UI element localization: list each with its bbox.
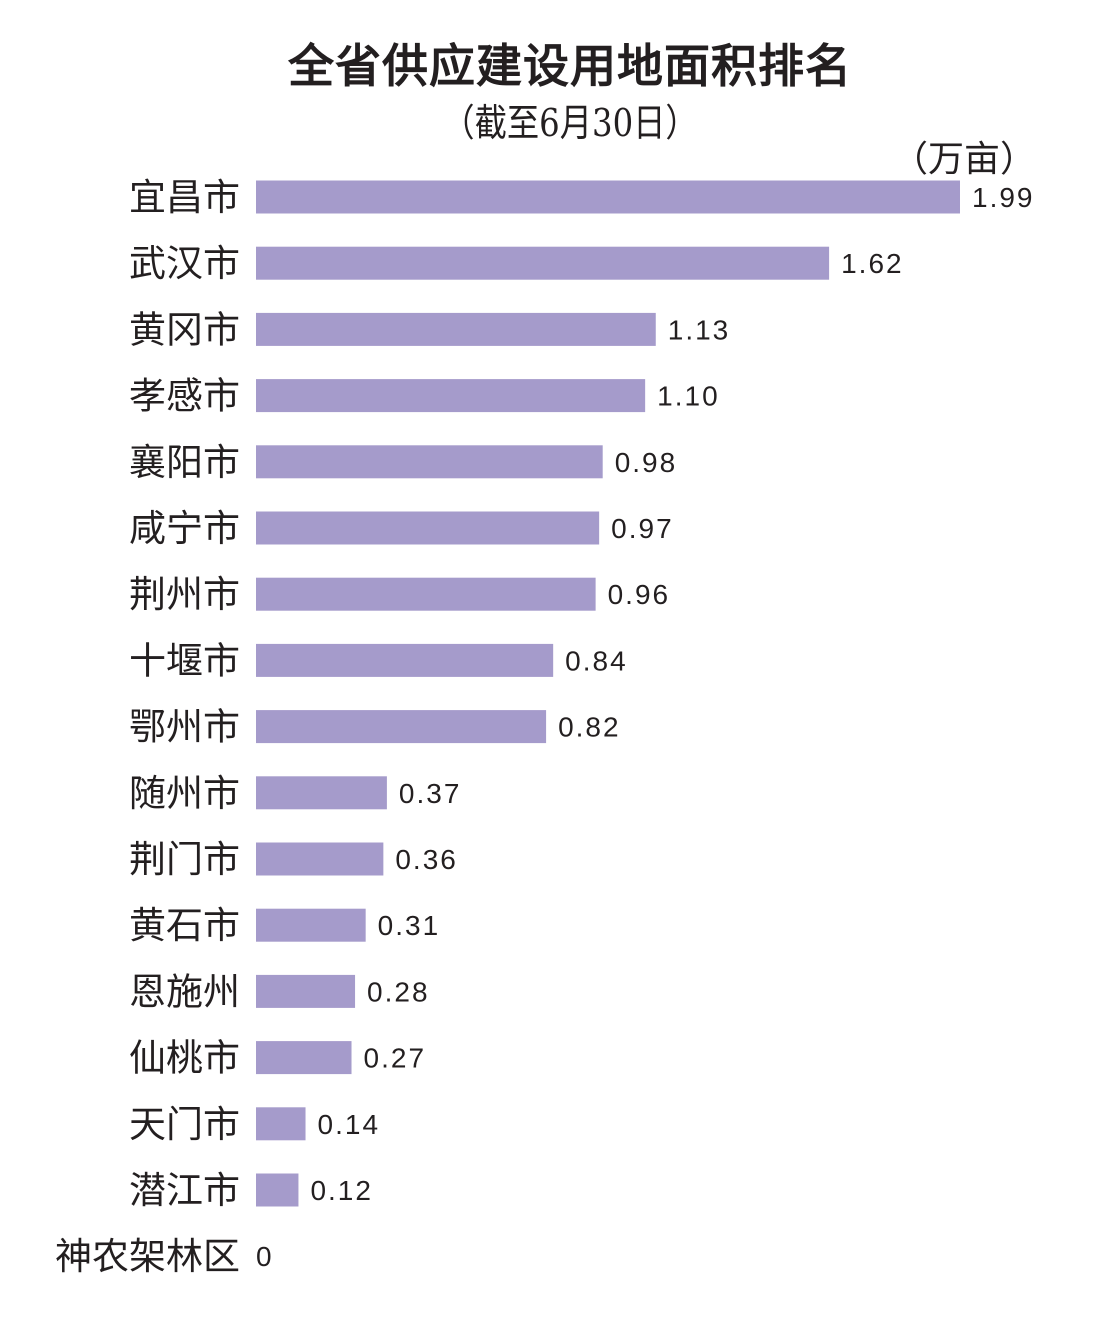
category-label: 恩施州 bbox=[129, 970, 240, 1013]
value-label: 0.37 bbox=[399, 778, 462, 809]
value-label: 0.96 bbox=[608, 579, 671, 610]
value-label: 1.62 bbox=[841, 248, 904, 279]
bar bbox=[256, 908, 366, 942]
bar bbox=[256, 974, 356, 1008]
value-label: 0.14 bbox=[318, 1109, 381, 1140]
category-label: 荆门市 bbox=[129, 838, 240, 881]
value-label: 0.28 bbox=[367, 976, 430, 1007]
bar bbox=[256, 776, 387, 810]
value-label: 1.10 bbox=[657, 381, 720, 412]
category-label: 十堰市 bbox=[129, 639, 240, 682]
value-label: 0 bbox=[256, 1241, 274, 1272]
bar bbox=[256, 1041, 352, 1075]
value-label: 0.98 bbox=[615, 447, 678, 478]
chart-title: 全省供应建设用地面积排名 bbox=[288, 39, 852, 93]
bar bbox=[256, 842, 384, 876]
category-label: 黄石市 bbox=[129, 904, 240, 947]
bar bbox=[256, 246, 830, 280]
bar bbox=[256, 710, 547, 744]
value-label: 0.97 bbox=[611, 513, 674, 544]
value-label: 0.27 bbox=[364, 1043, 427, 1074]
bar bbox=[256, 643, 554, 677]
category-label: 随州市 bbox=[129, 772, 240, 815]
chart-subtitle: （截至6月30日） bbox=[442, 101, 698, 145]
value-label: 0.36 bbox=[395, 844, 458, 875]
bar bbox=[256, 379, 646, 413]
category-label: 襄阳市 bbox=[129, 441, 240, 484]
bar bbox=[256, 445, 603, 479]
bar bbox=[256, 511, 600, 545]
value-label: 1.99 bbox=[972, 182, 1035, 213]
bar bbox=[256, 1107, 306, 1141]
bar bbox=[256, 312, 656, 346]
category-label: 武汉市 bbox=[129, 242, 240, 285]
category-label: 神农架林区 bbox=[55, 1235, 240, 1278]
category-label: 黄冈市 bbox=[129, 308, 240, 351]
bar bbox=[256, 1173, 299, 1207]
category-label: 天门市 bbox=[129, 1103, 240, 1146]
value-label: 0.12 bbox=[310, 1175, 373, 1206]
value-label: 0.82 bbox=[558, 712, 621, 743]
category-label: 鄂州市 bbox=[129, 706, 240, 749]
category-label: 荆州市 bbox=[129, 573, 240, 616]
category-label: 潜江市 bbox=[129, 1169, 240, 1212]
value-label: 1.13 bbox=[668, 314, 731, 345]
value-label: 0.84 bbox=[565, 645, 628, 676]
category-label: 仙桃市 bbox=[129, 1037, 240, 1080]
unit-label: （万亩） bbox=[891, 139, 1036, 180]
bar bbox=[256, 577, 596, 611]
value-label: 0.31 bbox=[378, 910, 441, 941]
category-label: 宜昌市 bbox=[129, 176, 240, 219]
category-label: 孝感市 bbox=[129, 375, 240, 418]
bar bbox=[256, 180, 960, 214]
category-label: 咸宁市 bbox=[129, 507, 240, 550]
